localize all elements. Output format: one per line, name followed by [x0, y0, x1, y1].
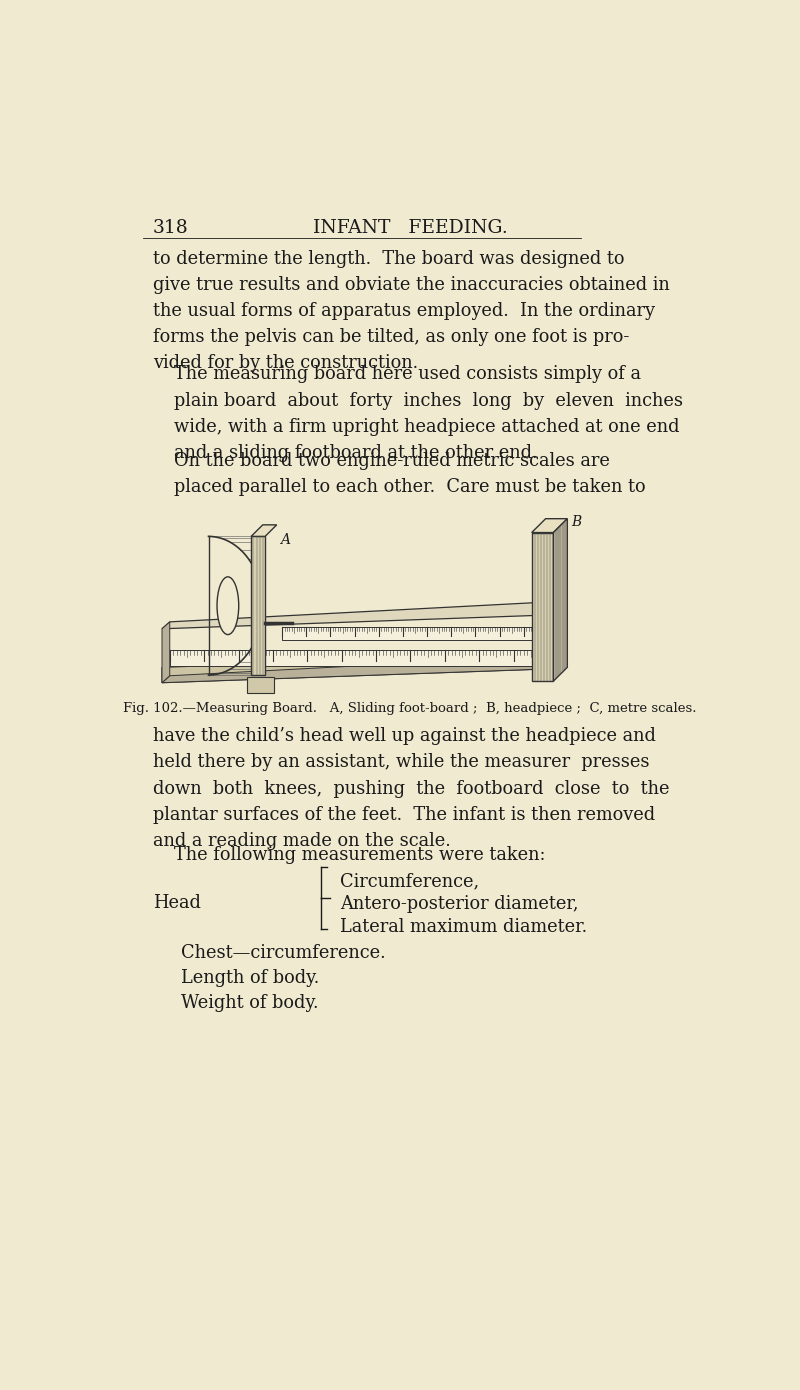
Text: Weight of body.: Weight of body. [182, 994, 319, 1012]
Polygon shape [247, 677, 274, 692]
Text: Antero-posterior diameter,: Antero-posterior diameter, [340, 895, 578, 913]
Text: B: B [571, 514, 582, 528]
Polygon shape [251, 525, 277, 537]
Polygon shape [282, 627, 548, 641]
Text: have the child’s head well up against the headpiece and
held there by an assista: have the child’s head well up against th… [153, 727, 669, 849]
Text: Head: Head [153, 894, 201, 912]
Text: On the board two engine-ruled metric scales are
placed parallel to each other.  : On the board two engine-ruled metric sca… [174, 452, 646, 496]
Text: INFANT   FEEDING.: INFANT FEEDING. [313, 220, 507, 238]
Text: Chest—circumference.: Chest—circumference. [182, 944, 386, 962]
Text: The following measurements were taken:: The following measurements were taken: [174, 847, 545, 865]
Text: Length of body.: Length of body. [182, 969, 320, 987]
Polygon shape [532, 518, 567, 532]
Polygon shape [532, 532, 554, 681]
Polygon shape [554, 518, 567, 681]
Ellipse shape [217, 577, 238, 635]
Text: Circumference,: Circumference, [340, 872, 479, 890]
Polygon shape [162, 600, 565, 628]
Text: C: C [551, 663, 562, 677]
Polygon shape [251, 537, 265, 676]
Polygon shape [162, 655, 565, 682]
Text: Lateral maximum diameter.: Lateral maximum diameter. [340, 919, 587, 937]
Text: The measuring board here used consists simply of a
plain board  about  forty  in: The measuring board here used consists s… [174, 366, 682, 461]
Text: A: A [280, 532, 290, 546]
Text: C: C [551, 637, 562, 652]
Text: to determine the length.  The board was designed to
give true results and obviat: to determine the length. The board was d… [153, 250, 670, 373]
Text: Fig. 102.—Measuring Board.   A, Sliding foot-board ;  B, headpiece ;  C, metre s: Fig. 102.—Measuring Board. A, Sliding fo… [123, 702, 697, 714]
Polygon shape [162, 653, 550, 682]
Polygon shape [170, 651, 548, 666]
Text: 318: 318 [153, 220, 189, 238]
Polygon shape [162, 621, 170, 682]
